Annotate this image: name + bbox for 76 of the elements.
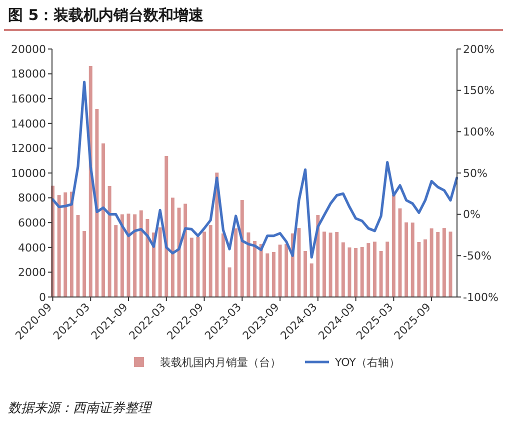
bar <box>158 227 162 297</box>
bar <box>108 186 112 297</box>
y-tick-label: 14000 <box>11 117 46 130</box>
bar <box>392 194 396 297</box>
bar <box>335 232 339 297</box>
bar <box>102 143 105 297</box>
bar <box>184 204 188 297</box>
bar <box>170 198 174 297</box>
bar <box>253 240 257 297</box>
bar <box>95 109 99 297</box>
y2-tick-label: 0% <box>463 208 480 222</box>
bar <box>146 219 150 297</box>
bar <box>221 233 225 297</box>
bar <box>348 247 352 297</box>
bar <box>246 232 250 297</box>
bar <box>436 232 440 297</box>
bar <box>386 242 390 297</box>
bar <box>164 156 168 297</box>
bar <box>228 267 232 297</box>
legend-label: YOY（右轴） <box>334 356 400 369</box>
bar <box>410 222 414 297</box>
y-tick-label: 0 <box>39 290 46 304</box>
bar <box>341 242 345 297</box>
bar <box>57 195 61 297</box>
y2-tick-label: 50% <box>463 166 488 180</box>
y2-tick-label: -50% <box>463 250 492 263</box>
bar <box>373 242 376 297</box>
y-tick-label: 4000 <box>18 241 46 254</box>
bar <box>240 200 244 297</box>
bar <box>379 250 383 297</box>
bar <box>272 252 276 297</box>
y-tick-label: 6000 <box>18 216 46 230</box>
bar <box>234 228 238 297</box>
line-series <box>51 80 458 259</box>
bar <box>360 247 364 297</box>
y-tick-label: 12000 <box>11 142 46 156</box>
bar <box>284 244 288 297</box>
bar <box>259 244 263 297</box>
bar <box>430 228 434 297</box>
bar <box>366 243 370 297</box>
y-tick-label: 2000 <box>18 266 46 280</box>
bar <box>328 232 332 297</box>
bar <box>404 222 408 297</box>
bar <box>304 250 308 297</box>
y2-tick-label: -100% <box>463 290 498 304</box>
bar <box>70 192 74 297</box>
bar <box>82 231 86 297</box>
bar <box>278 244 282 297</box>
bar <box>442 228 446 297</box>
bar <box>297 228 301 297</box>
y-tick-label: 8000 <box>18 192 46 205</box>
y2-tick-label: 200% <box>463 42 494 56</box>
y-tick-label: 10000 <box>11 166 46 180</box>
bar <box>139 210 143 297</box>
y-tick-label: 18000 <box>11 68 46 81</box>
bar <box>354 248 358 297</box>
bar <box>208 225 212 297</box>
source-note: 数据来源：西南证券整理 <box>8 401 153 416</box>
bar <box>310 263 314 297</box>
bar <box>202 232 206 297</box>
bar <box>266 253 270 297</box>
chart-title: 图 5：装载机内销台数和增速 <box>8 6 205 24</box>
y2-tick-label: 150% <box>463 84 494 98</box>
bar <box>114 225 118 297</box>
y-tick-label: 16000 <box>11 92 46 106</box>
bar <box>196 236 200 297</box>
y-tick-label: 20000 <box>11 42 46 56</box>
bar <box>120 214 124 297</box>
bar <box>133 214 137 297</box>
y2-tick-label: 100% <box>463 126 494 139</box>
bar <box>417 242 421 297</box>
bar <box>322 232 326 297</box>
legend-label: 装载机国内月销量（台） <box>160 356 281 369</box>
bar <box>64 192 68 297</box>
bar <box>190 238 194 297</box>
bar <box>424 239 427 297</box>
